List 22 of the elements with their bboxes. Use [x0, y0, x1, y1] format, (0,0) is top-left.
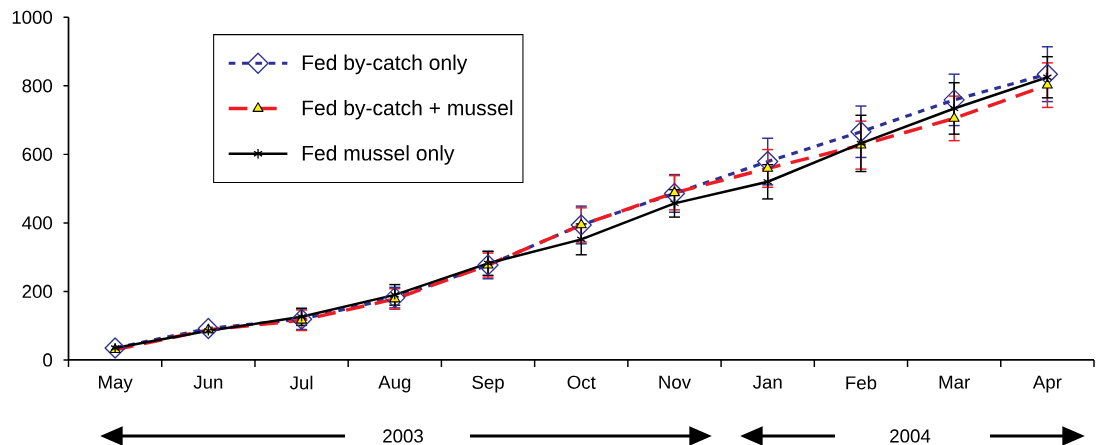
y-tick-label: 600	[22, 147, 53, 161]
y-tick-label: 1000	[12, 10, 53, 24]
y-tick-label: 800	[22, 79, 53, 93]
y-tick-label: 200	[22, 284, 53, 299]
x-tick-label: Feb	[846, 375, 877, 390]
text: 2003	[383, 429, 423, 443]
x-tick-label: Mar	[939, 375, 970, 389]
y-tick-label: 0	[43, 353, 53, 367]
x-tick-label: May	[99, 375, 133, 393]
x-tick-label: Apr	[1032, 375, 1062, 393]
text: 2004	[890, 429, 931, 443]
x-tick-label: Jul	[289, 375, 313, 390]
x-tick-label: Sep	[472, 375, 504, 393]
legend-label: Fed by-catch only	[302, 54, 468, 75]
x-tick-label: Nov	[659, 375, 691, 389]
x-tick-label: Aug	[378, 375, 411, 393]
x-tick-label: Jan	[752, 375, 782, 389]
x-tick-label: Oct	[567, 375, 596, 389]
legend-label: Fed by-catch + mussel	[302, 99, 513, 120]
x-tick-label: Jun	[193, 375, 223, 389]
y-tick-label: 400	[22, 216, 53, 230]
legend-label: Fed mussel only	[302, 145, 455, 165]
